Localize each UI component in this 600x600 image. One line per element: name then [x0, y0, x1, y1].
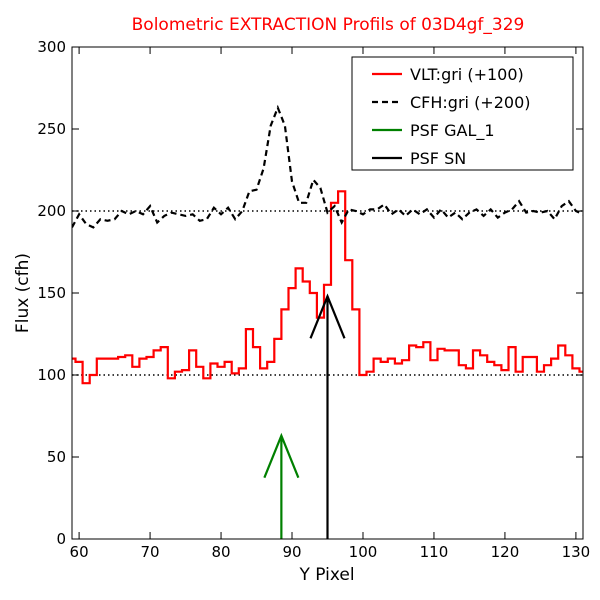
x-tick-label: 110	[420, 543, 449, 561]
y-tick-label: 200	[37, 202, 66, 220]
x-tick-label: 70	[141, 543, 160, 561]
y-tick-label: 0	[56, 530, 66, 548]
legend-label: PSF SN	[410, 149, 466, 168]
plot-area	[72, 104, 583, 539]
x-tick-label: 100	[349, 543, 378, 561]
y-tick-label: 50	[47, 448, 66, 466]
arrow-psf-sn	[309, 293, 346, 539]
y-tick-label: 300	[37, 38, 66, 56]
y-tick-label: 100	[37, 366, 66, 384]
series-vlt-line	[72, 190, 583, 385]
x-tick-label: 60	[70, 543, 89, 561]
series-cfh-line	[72, 104, 583, 229]
y-tick-label: 150	[37, 284, 66, 302]
y-tick-label: 250	[37, 120, 66, 138]
x-tick-label: 80	[211, 543, 230, 561]
legend-box	[351, 56, 574, 171]
chart-title: Bolometric EXTRACTION Profils of 03D4gf_…	[132, 15, 525, 35]
legend-label: VLT:gri (+100)	[410, 65, 524, 84]
legend-label: CFH:gri (+200)	[410, 93, 531, 112]
arrow-psf-gal	[263, 432, 300, 539]
legend: VLT:gri (+100) CFH:gri (+200) PSF GAL_1 PSF…	[351, 56, 574, 171]
x-axis-label: Y Pixel	[298, 565, 354, 585]
legend-label: PSF GAL_1	[410, 121, 495, 141]
x-tick-label: 130	[562, 543, 591, 561]
x-tick-label: 90	[282, 543, 301, 561]
y-axis-label: Flux (cfh)	[13, 253, 33, 333]
arrow-head	[309, 293, 346, 339]
axis-ticks: 60 70 80 90 100 110 120 130 0 50 100 150 200 250 300	[37, 38, 590, 561]
x-tick-label: 120	[491, 543, 520, 561]
arrow-head	[263, 432, 300, 479]
